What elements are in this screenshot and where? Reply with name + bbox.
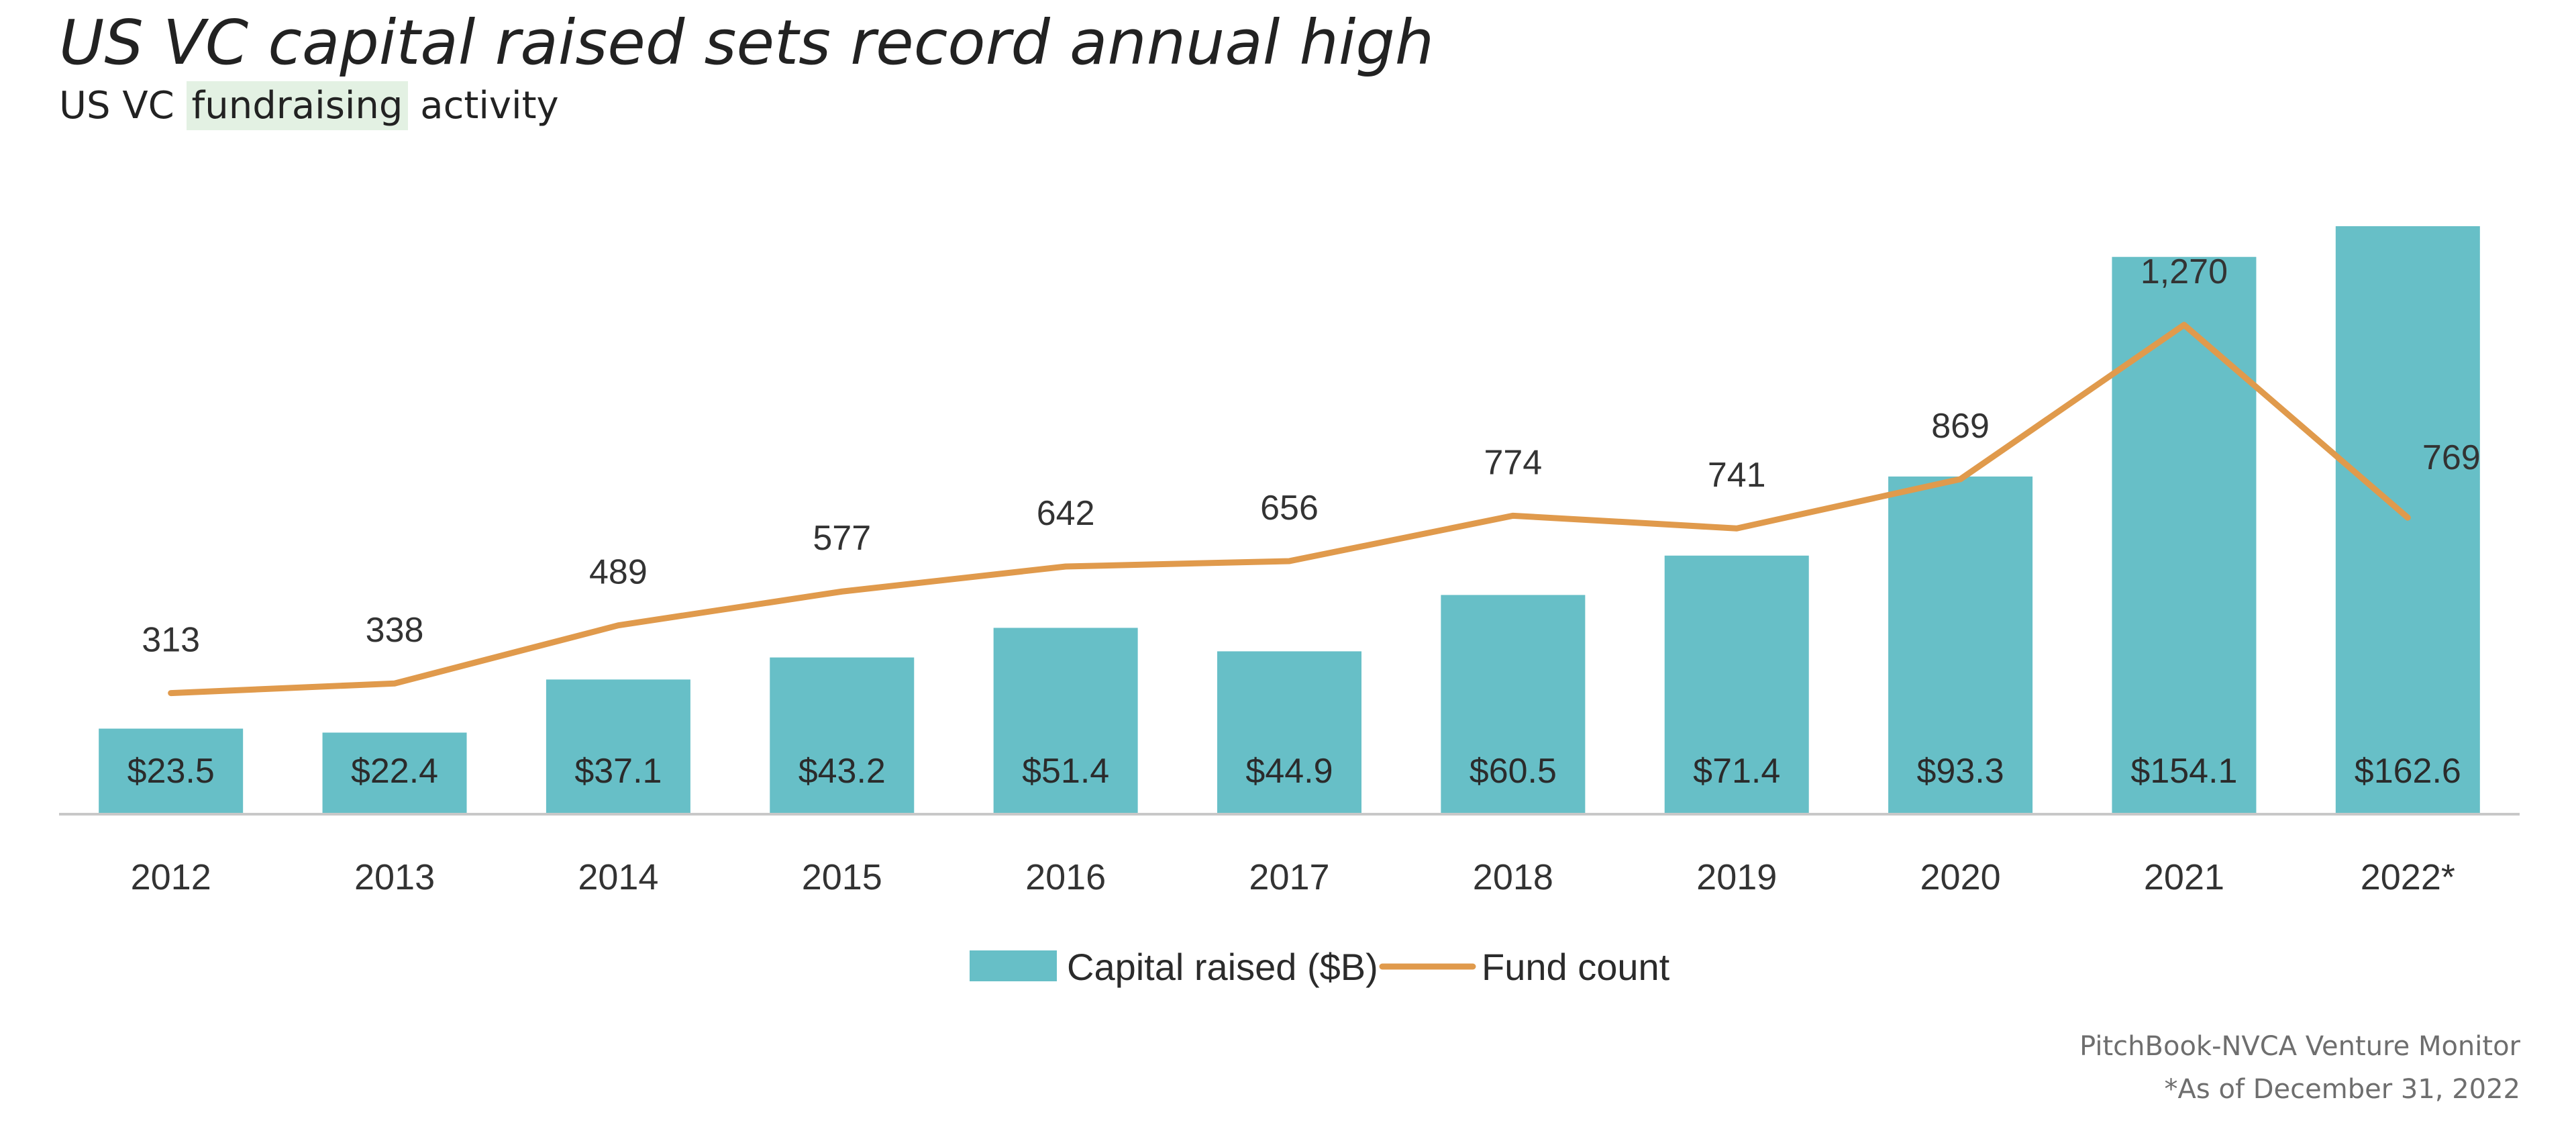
bar-2016 <box>993 628 1138 814</box>
line-point-label: 338 <box>366 611 424 650</box>
fund-count-line <box>168 322 2411 697</box>
x-tick-label: 2012 <box>131 857 211 897</box>
bar-value-label: $93.3 <box>1917 752 2004 791</box>
x-tick-label: 2018 <box>1473 857 1553 897</box>
chart-title: US VC capital raised sets record annual … <box>59 7 1435 79</box>
bar-value-label: $71.4 <box>1693 752 1780 791</box>
x-tick-label: 2022* <box>2361 857 2455 897</box>
x-tick-label: 2015 <box>802 857 882 897</box>
bar-2020 <box>1888 476 2033 814</box>
chart-subtitle: US VC fundraising activity <box>59 81 559 130</box>
line-series <box>168 322 2411 697</box>
x-tick-label: 2017 <box>1249 857 1329 897</box>
legend: Capital raised ($B) Fund count <box>970 946 1670 988</box>
legend-label-fund-count: Fund count <box>1482 946 1670 988</box>
line-point-label: 741 <box>1708 456 1766 495</box>
source-note: PitchBook-NVCA Venture Monitor *As of De… <box>2079 1025 2520 1111</box>
bar-value-label: $37.1 <box>574 752 662 791</box>
bar-value-label: $51.4 <box>1022 752 1109 791</box>
bar-value-label: $23.5 <box>127 752 215 791</box>
subtitle-prefix: US VC <box>59 84 187 128</box>
line-point-label: 577 <box>813 519 871 558</box>
legend-swatch-capital <box>970 950 1057 981</box>
bar-labels: $23.5 $22.4 $37.1 $43.2 $51.4 $44.9 $60.5 $71.4… <box>127 752 2461 791</box>
bar-value-label: $43.2 <box>798 752 886 791</box>
bar-value-label: $22.4 <box>351 752 438 791</box>
legend-label-capital: Capital raised ($B) <box>1067 946 1378 988</box>
line-labels: 313 338 489 577 642 656 774 741 869 1,270 769 <box>142 252 2480 660</box>
x-tick-label: 2013 <box>354 857 435 897</box>
bar-2019 <box>1664 555 1809 814</box>
bar-value-label: $162.6 <box>2355 752 2461 791</box>
x-tick-label: 2021 <box>2144 857 2224 897</box>
line-point-label: 774 <box>1484 443 1542 482</box>
subtitle-highlight: fundraising <box>186 81 409 130</box>
bar-2018 <box>1441 595 1586 814</box>
source-text: PitchBook-NVCA Venture Monitor <box>2079 1031 2520 1062</box>
bar-2021 <box>2112 256 2257 814</box>
bar-2013 <box>322 732 467 814</box>
bar-2015 <box>770 657 915 814</box>
x-tick-label: 2020 <box>1920 857 2001 897</box>
bar-2017 <box>1217 651 1361 814</box>
line-point-label: 769 <box>2422 438 2481 477</box>
x-tick-label: 2016 <box>1025 857 1106 897</box>
bar-value-label: $44.9 <box>1245 752 1333 791</box>
footnote-text: *As of December 31, 2022 <box>2164 1074 2520 1105</box>
line-point-label: 656 <box>1260 489 1319 528</box>
line-point-label: 313 <box>142 621 200 660</box>
line-point-label: 642 <box>1037 494 1095 533</box>
bar-2012 <box>99 728 244 814</box>
bar-value-label: $154.1 <box>2130 752 2237 791</box>
line-point-label: 489 <box>589 553 648 592</box>
subtitle-suffix: activity <box>408 84 559 128</box>
x-axis-tick-labels: 2012 2013 2014 2015 2016 2017 2018 2019 2020 2021… <box>131 857 2455 897</box>
line-point-label: 1,270 <box>2141 252 2228 291</box>
line-point-label: 869 <box>1931 407 1990 446</box>
x-tick-label: 2014 <box>578 857 658 897</box>
bar-2014 <box>546 679 690 814</box>
bar-value-label: $60.5 <box>1470 752 1557 791</box>
x-tick-label: 2019 <box>1696 857 1777 897</box>
